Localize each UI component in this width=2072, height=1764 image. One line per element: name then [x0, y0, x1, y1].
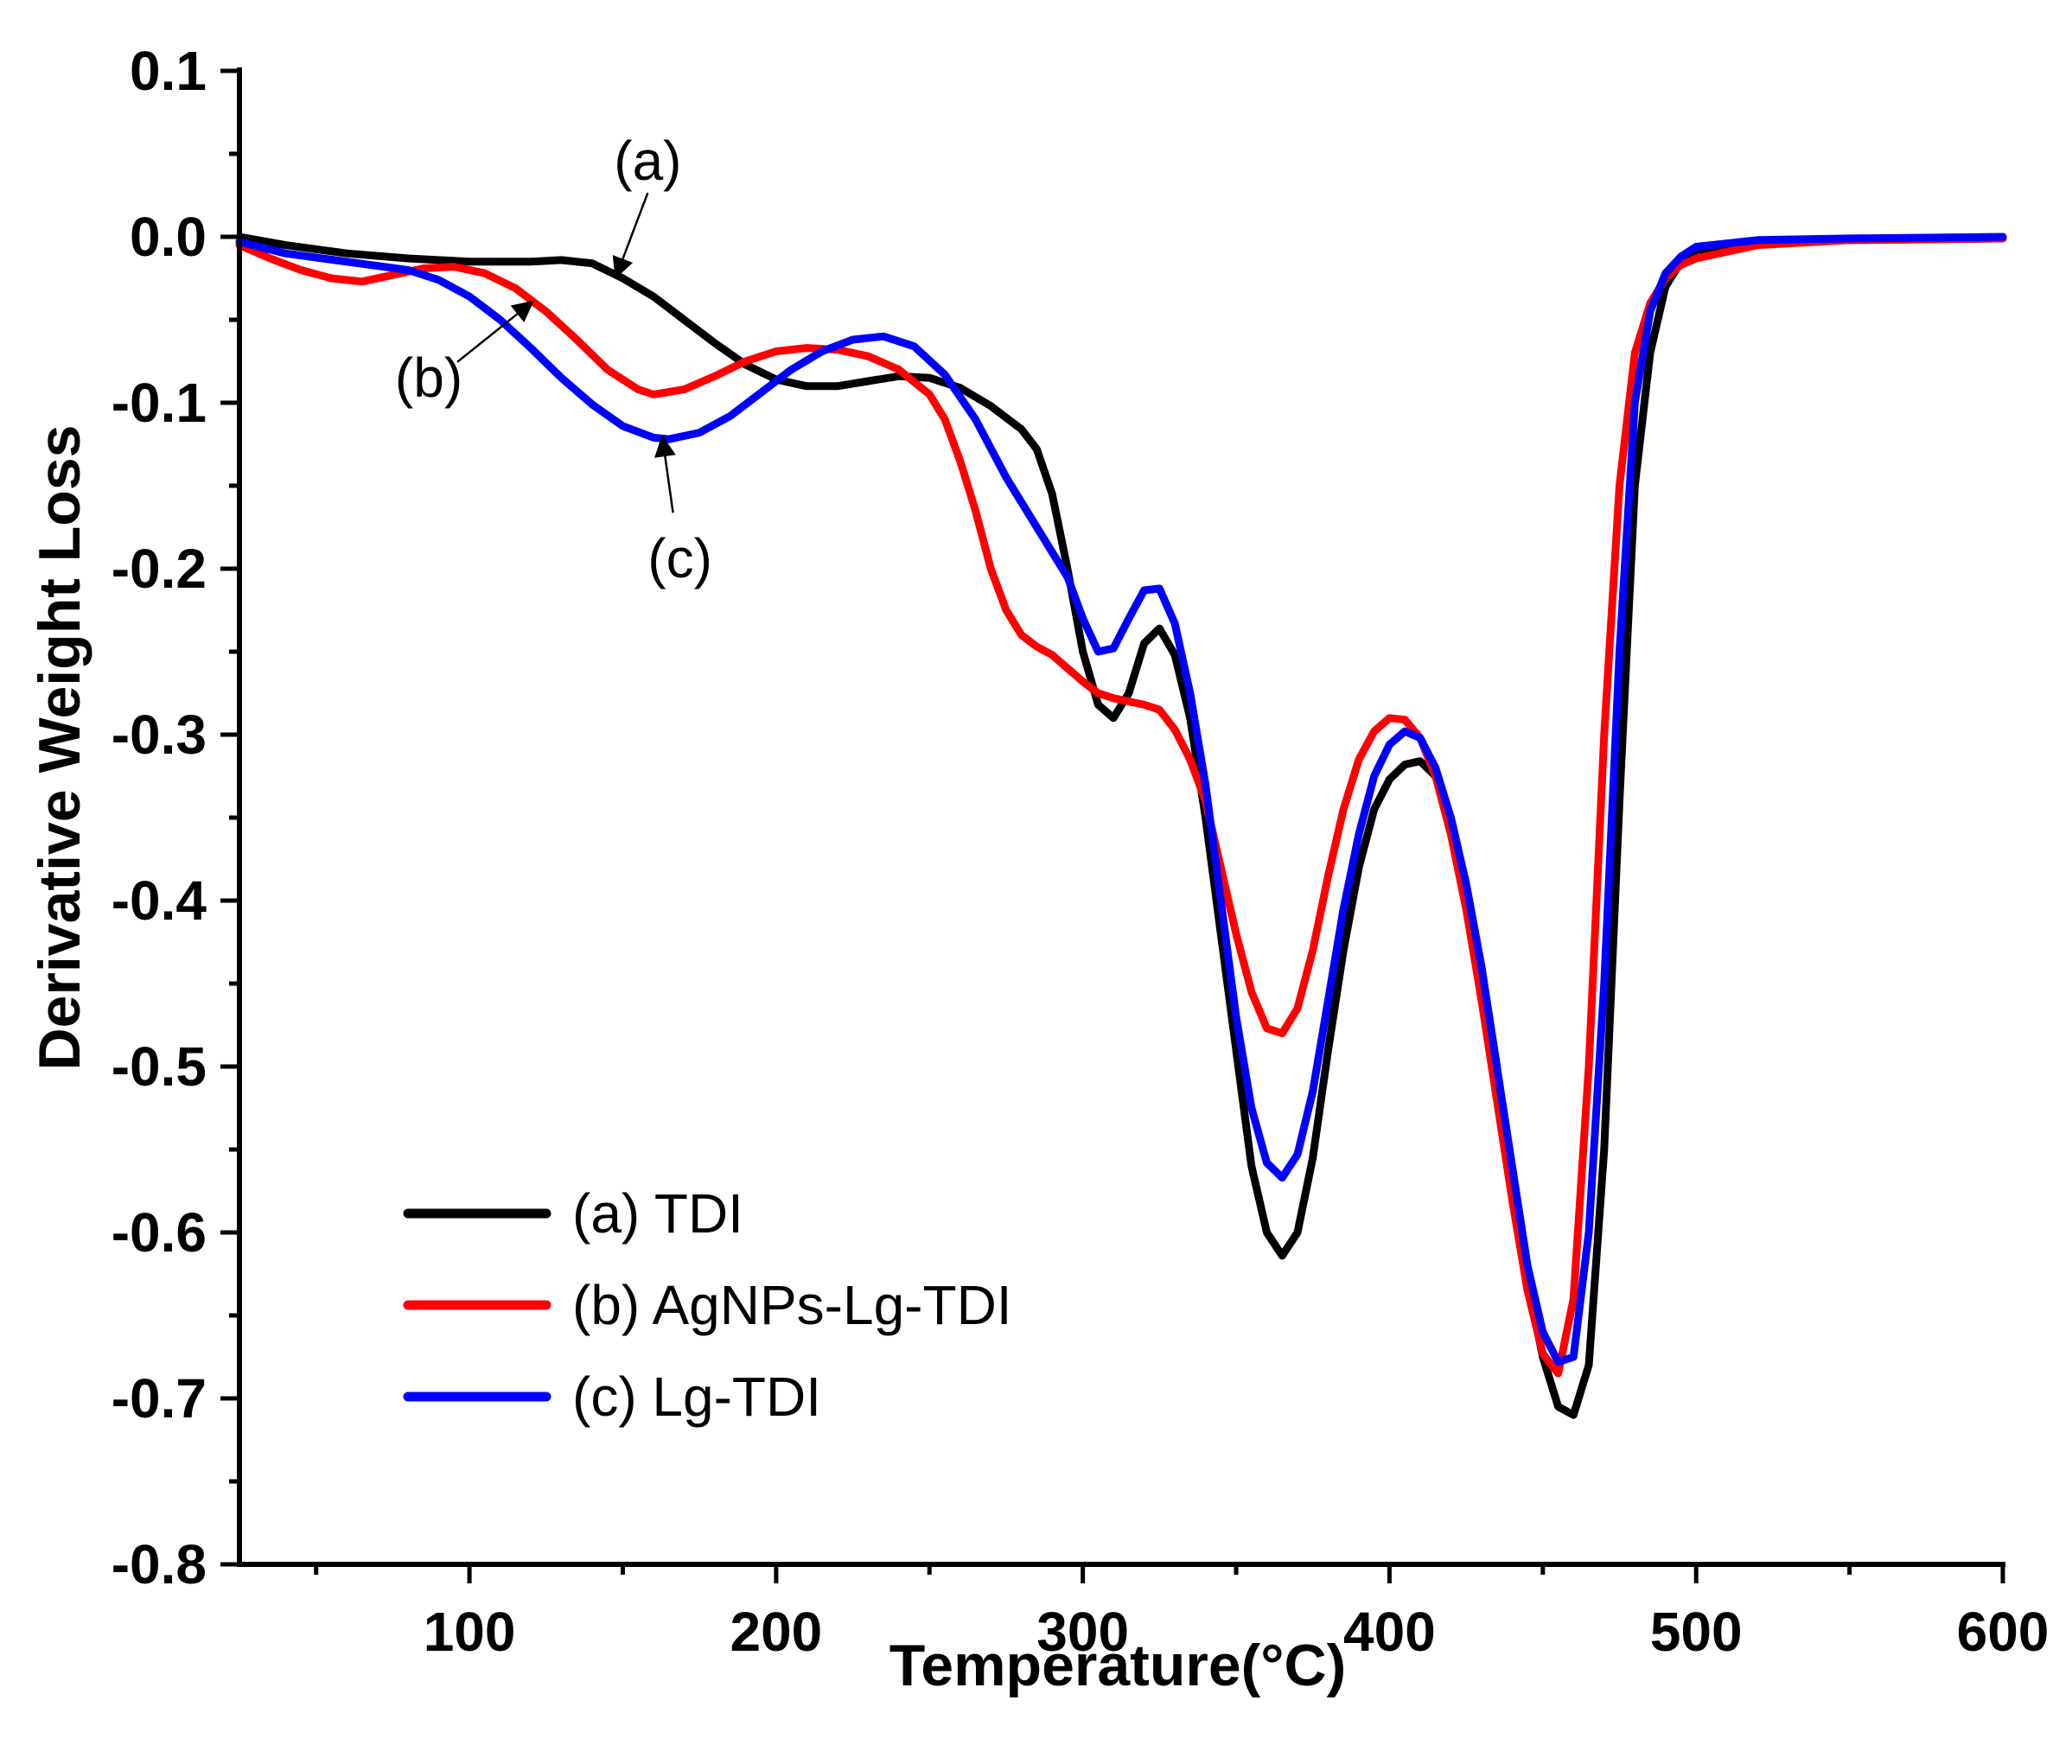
- y-tick-label: -0.1: [112, 372, 207, 434]
- x-tick-label: 600: [1957, 1601, 2050, 1663]
- x-tick-label: 100: [424, 1601, 516, 1663]
- x-tick-label: 200: [730, 1601, 822, 1663]
- annotation-label: (b): [395, 347, 462, 409]
- x-tick-label: 500: [1650, 1601, 1743, 1663]
- annotation-label: (c): [647, 527, 712, 589]
- y-tick-label: -0.7: [112, 1367, 207, 1430]
- legend-label-2: (c) Lg-TDI: [572, 1366, 821, 1428]
- annotation-label: (a): [614, 130, 681, 192]
- series-layer: [235, 232, 2007, 1419]
- annotation-arrow: [654, 435, 676, 513]
- ticks-layer: 100 200 300 400 500 600 0.1 0.0 -0.1 -0.2 -0.3 -0.4…: [112, 40, 2050, 1663]
- x-tick-label: 400: [1343, 1601, 1436, 1663]
- legend-label-1: (b) AgNPs-Lg-TDI: [572, 1274, 1012, 1336]
- annotation-arrow: [456, 300, 534, 363]
- y-tick-label: -0.3: [112, 704, 207, 766]
- x-axis-title: Temperature(°C): [889, 1633, 1346, 1698]
- y-tick-label: -0.8: [112, 1533, 207, 1595]
- series-line-2: [235, 232, 2007, 1366]
- y-tick-label: -0.6: [112, 1201, 207, 1264]
- y-axis-title: Derivative Weight Loss: [27, 425, 92, 1071]
- y-tick-label: 0.1: [130, 40, 207, 102]
- legend: (a) TDI (b) AgNPs-Lg-TDI (c) Lg-TDI: [403, 1182, 1012, 1428]
- y-tick-label: -0.4: [112, 869, 207, 932]
- series-line-1: [235, 234, 2007, 1378]
- annotation-arrow: [612, 192, 649, 279]
- y-tick-label: -0.5: [112, 1035, 207, 1098]
- series-line-0: [235, 232, 2007, 1419]
- y-tick-label: -0.2: [112, 538, 207, 600]
- x-tick-label: 300: [1036, 1601, 1129, 1663]
- y-tick-label: 0.0: [130, 206, 207, 268]
- axes-layer: [237, 67, 2005, 1567]
- legend-label-0: (a) TDI: [572, 1182, 743, 1245]
- annotations-layer: (a) (b) (c): [395, 130, 712, 589]
